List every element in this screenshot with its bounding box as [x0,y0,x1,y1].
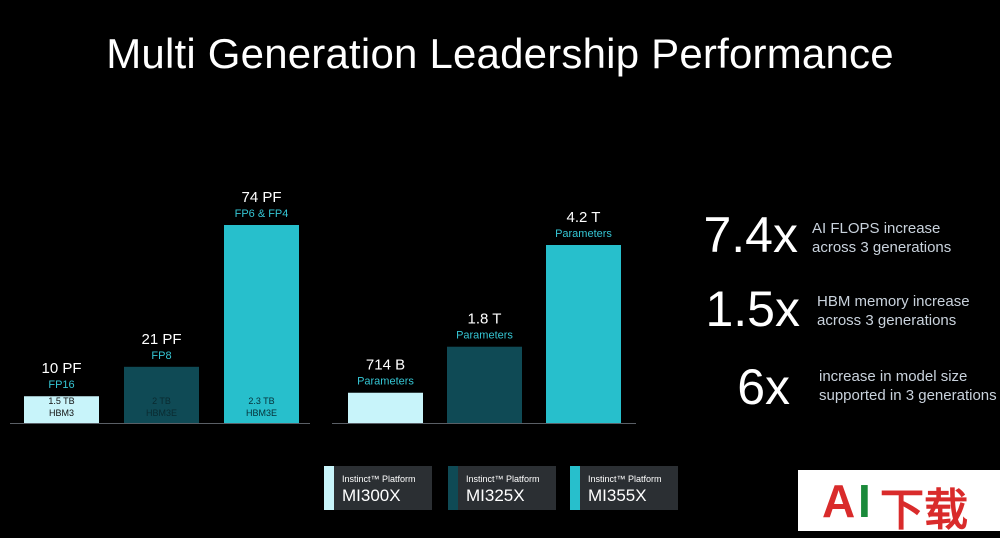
bar-value-label: 10 PF [41,360,81,377]
bar-memory-type: HBM3 [49,408,74,418]
bar-memory-type: HBM3E [246,408,277,418]
bar-memory-capacity: 1.5 TB [48,396,74,406]
stat-flops-desc: AI FLOPS increase across 3 generations [812,219,1000,257]
legend-mi325x: Instinct™ Platform MI325X [448,466,556,510]
bar-sub-label: Parameters [555,228,612,240]
stat-model-line1: increase in model size [819,368,968,385]
stat-flops-line1: AI FLOPS increase [812,220,941,237]
bar-memory-capacity: 2 TB [152,396,171,406]
bar-memory-type: HBM3E [146,408,177,418]
watermark-letter-i: I [858,475,871,527]
stat-hbm-line1: HBM memory increase [817,293,970,310]
stat-hbm-line2: across 3 generations [817,312,957,329]
legend-name: MI355X [588,486,647,505]
legend-swatch-mi300x [324,466,334,510]
stat-model-desc: increase in model size supported in 3 ge… [819,367,1000,405]
legend-platform-label: Instinct™ Platform [342,474,416,484]
bar-mi300x [348,392,423,423]
stat-hbm-desc: HBM memory increase across 3 generations [817,292,1000,330]
watermark-text: 下载 [880,486,968,535]
legend-platform-label: Instinct™ Platform [588,474,662,484]
legend-name: MI300X [342,486,401,505]
watermark-letter-a: A [822,475,856,527]
bar-sub-label: Parameters [456,330,513,342]
bar-memory-capacity: 2.3 TB [248,396,274,406]
bar-mi325x [124,366,199,423]
bar-mi300x [24,396,99,423]
stat-flops-value: 7.4x [703,207,798,263]
stat-hbm-value: 1.5x [705,281,800,337]
bar-sub-label: Parameters [357,376,414,388]
bar-value-label: 21 PF [141,331,181,348]
stat-model-line2: supported in 3 generations [819,387,997,404]
bar-value-label: 74 PF [241,189,281,206]
legend-mi355x: Instinct™ Platform MI355X [570,466,678,510]
bar-mi325x [447,346,522,423]
legend-name: MI325X [466,486,525,505]
watermark-logo: A I 下载 [798,470,1000,535]
legend-mi300x: Instinct™ Platform MI300X [324,466,432,510]
bar-precision-label: FP6 & FP4 [235,208,289,220]
stat-model-value: 6x [737,359,790,415]
legend-swatch-mi325x [448,466,458,510]
bar-precision-label: FP8 [151,350,171,362]
slide-title: Multi Generation Leadership Performance [106,30,894,77]
bar-value-label: 714 B [366,357,405,374]
legend-swatch-mi355x [570,466,580,510]
bar-value-label: 4.2 T [567,209,601,226]
bar-mi355x [224,225,299,423]
bar-mi355x [546,245,621,423]
legend-platform-label: Instinct™ Platform [466,474,540,484]
stat-flops-line2: across 3 generations [812,239,952,256]
bar-precision-label: FP16 [48,379,74,391]
bar-value-label: 1.8 T [468,311,502,328]
